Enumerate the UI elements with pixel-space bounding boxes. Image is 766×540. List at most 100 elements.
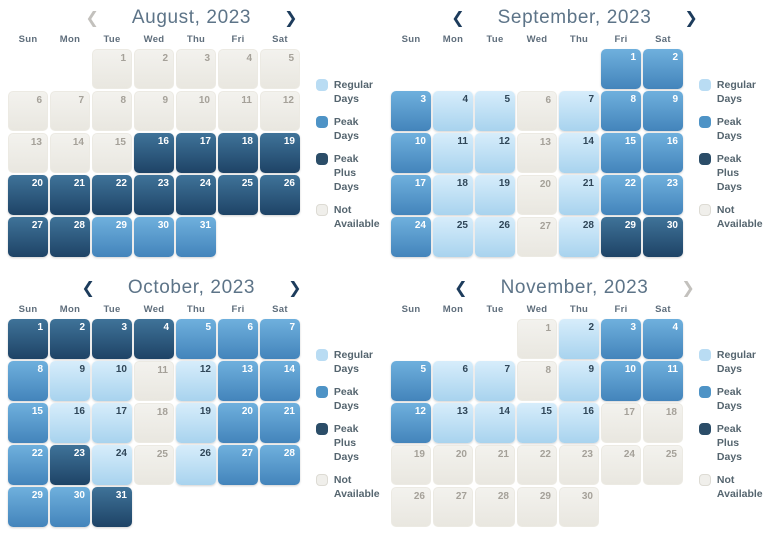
regular-swatch-icon	[698, 349, 711, 361]
day-cell-27[interactable]: 27	[8, 217, 48, 257]
day-cell-3: 3	[176, 49, 216, 89]
day-cell-28[interactable]: 28	[260, 445, 300, 485]
day-cell-19[interactable]: 19	[475, 175, 515, 215]
day-cell-16[interactable]: 16	[643, 133, 683, 173]
day-cell-18[interactable]: 18	[218, 133, 258, 173]
day-of-week-label: Thu	[569, 304, 589, 315]
day-cell-14[interactable]: 14	[260, 361, 300, 401]
day-cell-1[interactable]: 1	[8, 319, 48, 359]
day-cell-11[interactable]: 11	[433, 133, 473, 173]
day-cell-6[interactable]: 6	[433, 361, 473, 401]
day-cell-28[interactable]: 28	[50, 217, 90, 257]
prev-month-button[interactable]: ❮	[448, 10, 467, 26]
day-cell-22[interactable]: 22	[92, 175, 132, 215]
day-cell-29[interactable]: 29	[601, 217, 641, 257]
day-cell-21[interactable]: 21	[559, 175, 599, 215]
next-month-button[interactable]: ❯	[285, 280, 304, 296]
day-cell-24[interactable]: 24	[92, 445, 132, 485]
day-cell-17[interactable]: 17	[92, 403, 132, 443]
day-cell-12[interactable]: 12	[475, 133, 515, 173]
prev-month-button[interactable]: ❮	[451, 280, 470, 296]
day-cell-5[interactable]: 5	[475, 91, 515, 131]
day-cell-13[interactable]: 13	[218, 361, 258, 401]
day-cell-31[interactable]: 31	[92, 487, 132, 527]
day-cell-8[interactable]: 8	[8, 361, 48, 401]
day-cell-29[interactable]: 29	[92, 217, 132, 257]
day-cell-19[interactable]: 19	[176, 403, 216, 443]
day-cell-17[interactable]: 17	[176, 133, 216, 173]
day-cell-20[interactable]: 20	[8, 175, 48, 215]
day-cell-2[interactable]: 2	[50, 319, 90, 359]
day-cell-3[interactable]: 3	[391, 91, 431, 131]
day-number: 29	[624, 220, 636, 231]
day-cell-19[interactable]: 19	[260, 133, 300, 173]
day-cell-26[interactable]: 26	[475, 217, 515, 257]
prev-month-button[interactable]: ❮	[79, 280, 98, 296]
day-cell-30[interactable]: 30	[134, 217, 174, 257]
day-cell-8[interactable]: 8	[601, 91, 641, 131]
day-cell-21[interactable]: 21	[260, 403, 300, 443]
day-cell-20[interactable]: 20	[218, 403, 258, 443]
day-cell-26[interactable]: 26	[176, 445, 216, 485]
day-cell-13[interactable]: 13	[433, 403, 473, 443]
day-cell-7[interactable]: 7	[475, 361, 515, 401]
day-cell-29[interactable]: 29	[8, 487, 48, 527]
day-cell-15[interactable]: 15	[8, 403, 48, 443]
day-cell-14[interactable]: 14	[475, 403, 515, 443]
day-cell-24[interactable]: 24	[391, 217, 431, 257]
day-cell-12[interactable]: 12	[391, 403, 431, 443]
day-cell-23[interactable]: 23	[50, 445, 90, 485]
day-cell-5[interactable]: 5	[391, 361, 431, 401]
day-cell-30[interactable]: 30	[50, 487, 90, 527]
day-cell-2[interactable]: 2	[643, 49, 683, 89]
day-cell-28[interactable]: 28	[559, 217, 599, 257]
day-cell-15[interactable]: 15	[517, 403, 557, 443]
day-cell-9[interactable]: 9	[559, 361, 599, 401]
day-cell-3[interactable]: 3	[92, 319, 132, 359]
day-cell-9[interactable]: 9	[50, 361, 90, 401]
day-cell-4[interactable]: 4	[433, 91, 473, 131]
next-month-button[interactable]: ❯	[681, 10, 700, 26]
day-cell-27: 27	[517, 217, 557, 257]
day-cell-7[interactable]: 7	[260, 319, 300, 359]
day-cell-7[interactable]: 7	[559, 91, 599, 131]
day-cell-2[interactable]: 2	[559, 319, 599, 359]
day-cell-25[interactable]: 25	[218, 175, 258, 215]
day-cell-16[interactable]: 16	[559, 403, 599, 443]
day-cell-21[interactable]: 21	[50, 175, 90, 215]
day-cell-24[interactable]: 24	[176, 175, 216, 215]
day-number: 17	[414, 178, 426, 189]
next-month-button[interactable]: ❯	[281, 10, 300, 26]
day-number: 18	[156, 407, 168, 418]
day-cell-3[interactable]: 3	[601, 319, 641, 359]
day-number: 9	[588, 364, 594, 375]
day-cell-10[interactable]: 10	[92, 361, 132, 401]
day-cell-4[interactable]: 4	[134, 319, 174, 359]
day-cell-4[interactable]: 4	[643, 319, 683, 359]
day-number: 6	[36, 95, 42, 106]
day-cell-5[interactable]: 5	[176, 319, 216, 359]
day-cell-31[interactable]: 31	[176, 217, 216, 257]
day-cell-6[interactable]: 6	[218, 319, 258, 359]
day-cell-30[interactable]: 30	[643, 217, 683, 257]
day-cell-18[interactable]: 18	[433, 175, 473, 215]
day-cell-25[interactable]: 25	[433, 217, 473, 257]
month-header: ❮ November, 2023 ❯	[383, 274, 766, 302]
day-cell-12[interactable]: 12	[176, 361, 216, 401]
day-cell-9[interactable]: 9	[643, 91, 683, 131]
day-cell-27[interactable]: 27	[218, 445, 258, 485]
day-cell-16[interactable]: 16	[50, 403, 90, 443]
day-cell-22[interactable]: 22	[601, 175, 641, 215]
day-cell-14[interactable]: 14	[559, 133, 599, 173]
day-cell-23[interactable]: 23	[643, 175, 683, 215]
day-cell-10[interactable]: 10	[391, 133, 431, 173]
day-cell-10[interactable]: 10	[601, 361, 641, 401]
day-cell-22[interactable]: 22	[8, 445, 48, 485]
day-cell-11[interactable]: 11	[643, 361, 683, 401]
day-cell-1[interactable]: 1	[601, 49, 641, 89]
day-cell-17[interactable]: 17	[391, 175, 431, 215]
day-cell-26[interactable]: 26	[260, 175, 300, 215]
day-cell-16[interactable]: 16	[134, 133, 174, 173]
day-cell-15[interactable]: 15	[601, 133, 641, 173]
day-cell-23[interactable]: 23	[134, 175, 174, 215]
